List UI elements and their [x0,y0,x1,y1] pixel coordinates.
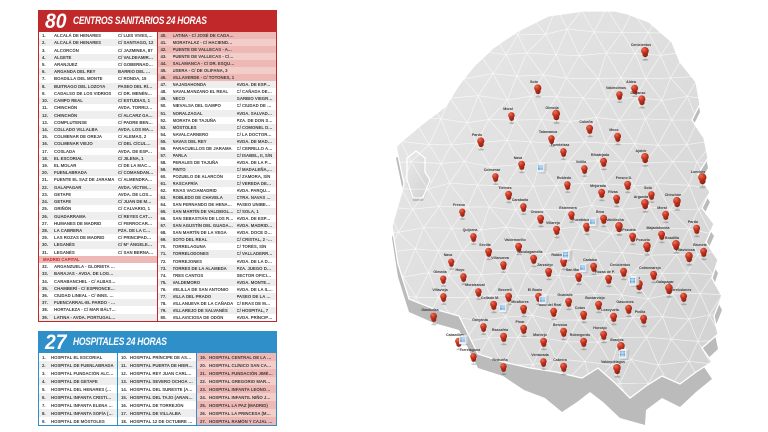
svg-text:Braojos: Braojos [610,338,623,342]
svg-text:Rozas de P.: Rozas de P. [595,270,615,274]
svg-text:Colmenarejo: Colmenarejo [639,266,662,270]
svg-text:Brea: Brea [596,210,605,214]
svg-text:El Boalo: El Boalo [528,288,543,292]
svg-text:Velilla: Velilla [576,160,587,164]
svg-text:Gandullas: Gandullas [421,308,438,312]
svg-text:Horcajo: Horcajo [593,326,607,330]
svg-text:Cenicientos: Cenicientos [610,263,630,267]
svg-text:Galapagar: Galapagar [656,280,674,284]
svg-text:Guadalix: Guadalix [557,293,572,297]
svg-text:Rascafría: Rascafría [492,328,509,332]
svg-text:Moral: Moral [503,107,513,111]
svg-text:Chinchón: Chinchón [665,193,682,197]
svg-text:Carabaña: Carabaña [512,198,529,202]
svg-text:Nava: Nava [444,253,454,257]
svg-text:Meco: Meco [609,128,619,132]
svg-text:Torrelaguna: Torrelaguna [460,348,482,352]
svg-text:Collado M.: Collado M. [481,296,499,300]
svg-text:Cabrera: Cabrera [553,358,568,362]
svg-text:Olmeda: Olmeda [433,270,447,274]
svg-text:Valdepiélagos: Valdepiélagos [601,360,625,364]
svg-text:Cenicientos: Cenicientos [631,43,651,47]
svg-text:Fresno D.: Fresno D. [616,176,633,180]
svg-text:Pardo: Pardo [688,220,699,224]
svg-text:Becerril: Becerril [498,288,511,292]
svg-text:Olmeda: Olmeda [545,106,559,110]
svg-text:Pezuela: Pezuela [622,228,636,232]
svg-text:Brunete: Brunete [693,243,707,247]
svg-text:Garganta: Garganta [472,318,489,322]
svg-text:Berzosa: Berzosa [553,323,568,327]
svg-text:Pozuelo: Pozuelo [636,238,651,242]
svg-text:Valdilecha: Valdilecha [606,218,625,222]
svg-text:Pinar: Pinar [516,320,526,324]
svg-text:Talamanca: Talamanca [539,130,558,134]
svg-text:Arganda: Arganda [634,195,650,199]
svg-text:Robledo: Robledo [557,176,572,180]
svg-text:Montejo: Montejo [533,333,548,337]
svg-text:Quijorna: Quijorna [463,228,479,232]
svg-text:Moralzarzal: Moralzarzal [465,283,485,287]
svg-text:Soto: Soto [530,80,539,84]
svg-text:Lozoyuela: Lozoyuela [601,308,620,312]
svg-text:Majadahonda: Majadahonda [647,226,671,230]
svg-text:Hoyo: Hoyo [456,268,466,272]
svg-text:Zarzalejo: Zarzalejo [537,263,553,267]
svg-text:Orusco: Orusco [531,210,544,214]
svg-text:Fresno: Fresno [453,203,466,207]
svg-text:Cotos: Cotos [575,306,585,310]
svg-text:Miraflores: Miraflores [511,300,528,304]
svg-text:Gascones: Gascones [616,300,633,304]
svg-text:Cadalso: Cadalso [583,258,598,262]
svg-text:Mejorada: Mejorada [590,184,607,188]
svg-text:Robregordo: Robregordo [570,333,591,337]
svg-text:Valdeolmos: Valdeolmos [606,86,626,90]
svg-text:Tielmes: Tielmes [498,186,511,190]
svg-text:Soto: Soto [644,186,653,190]
svg-text:Villarejo: Villarejo [546,221,561,225]
svg-text:Ribatejada: Ribatejada [591,153,610,157]
svg-text:Boadilla: Boadilla [665,236,680,240]
svg-text:Aldea: Aldea [626,80,637,84]
svg-text:Redueña: Redueña [492,358,508,362]
svg-text:Villanueva: Villanueva [491,256,510,260]
svg-text:Ajalvir: Ajalvir [636,149,648,153]
svg-text:Estremera: Estremera [559,206,578,210]
svg-text:Colmenar: Colmenar [484,168,501,172]
svg-text:Sevilla: Sevilla [479,243,491,247]
svg-text:Valdemorillo: Valdemorillo [504,238,526,242]
svg-text:Navalagamella: Navalagamella [518,250,544,254]
svg-text:Villavieja: Villavieja [432,288,448,292]
svg-text:Venturada: Venturada [531,353,549,357]
svg-text:Nava: Nava [514,156,524,160]
svg-text:Pardo: Pardo [472,133,483,137]
svg-text:Cobeña: Cobeña [579,120,593,124]
svg-text:Bustarviejo: Bustarviejo [585,296,605,300]
svg-text:Moral: Moral [657,206,667,210]
svg-text:Rivas: Rivas [608,190,618,194]
svg-text:Pinilla: Pinilla [635,310,647,314]
